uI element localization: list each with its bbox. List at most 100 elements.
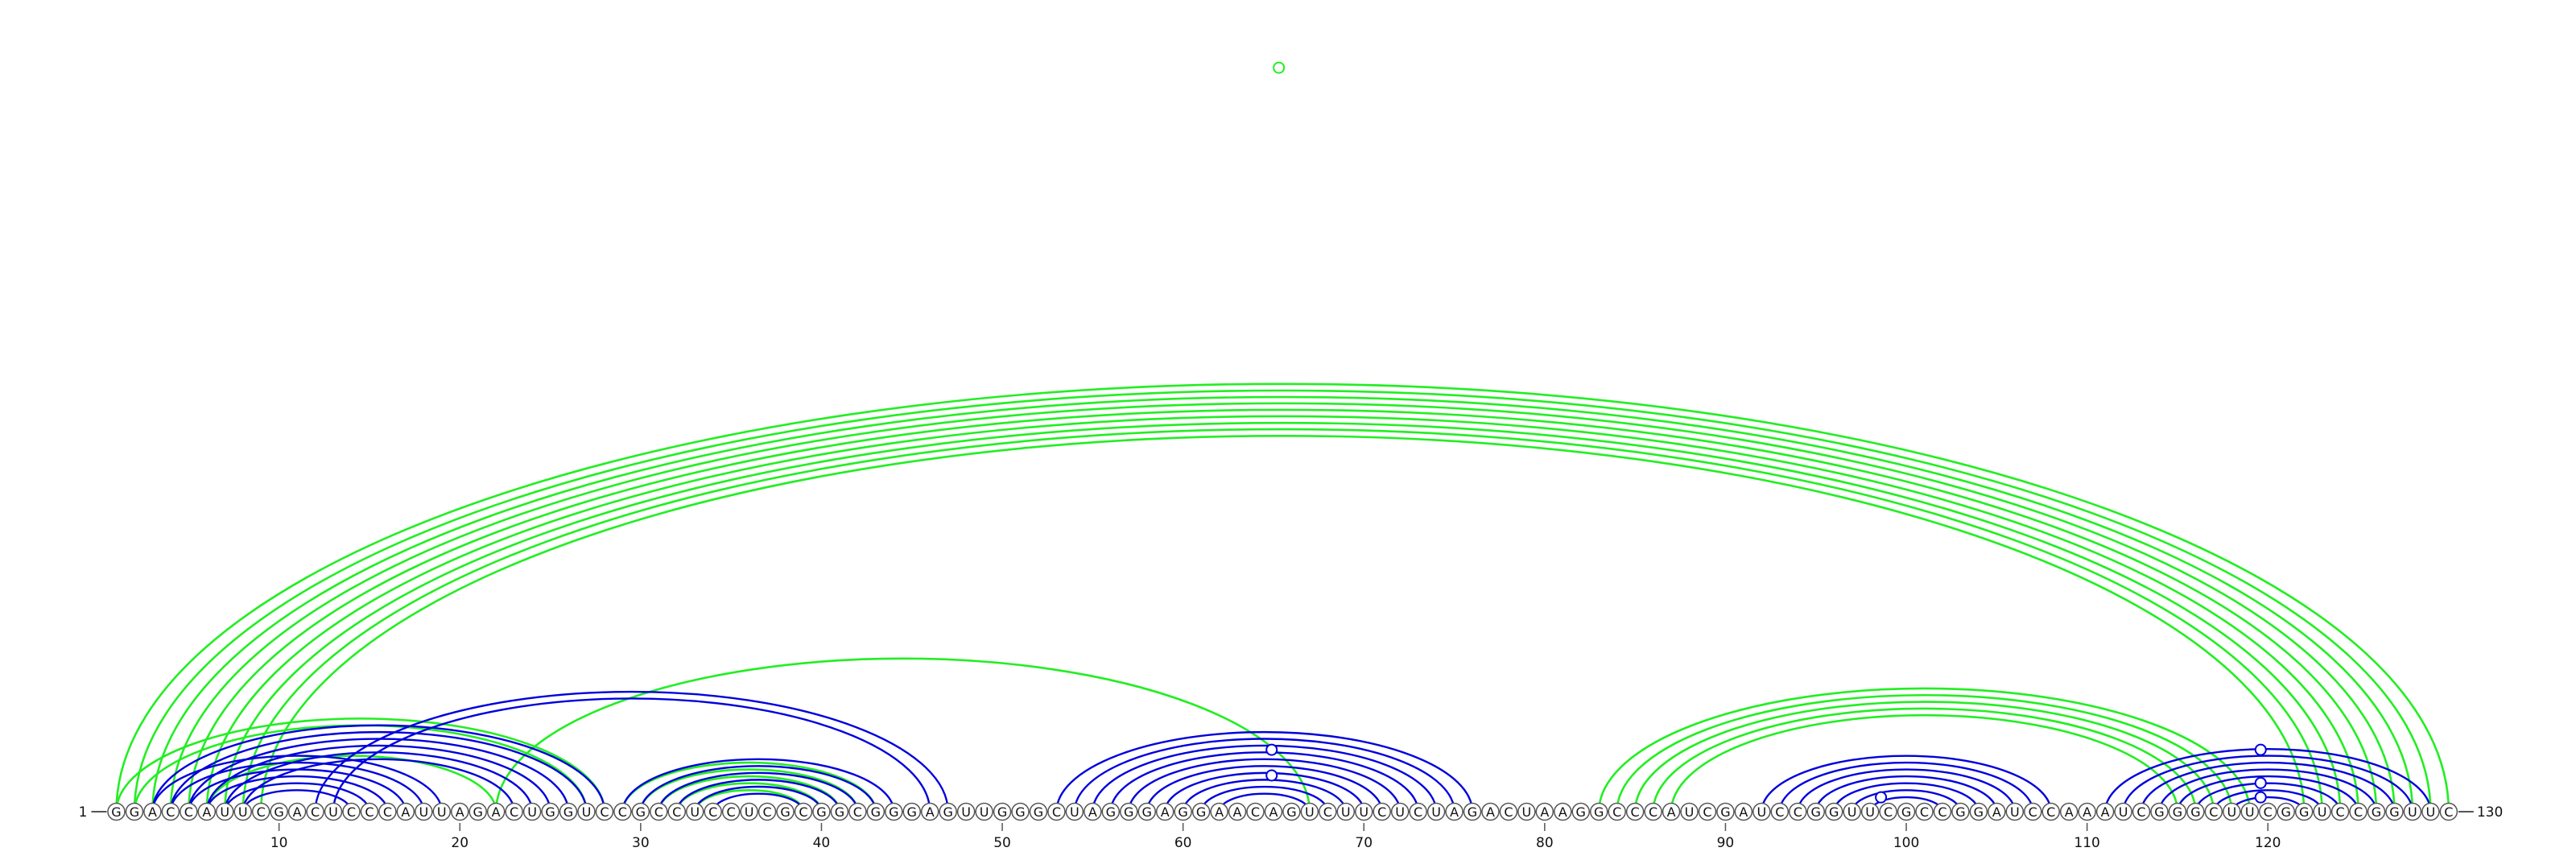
- arc-2-129: [133, 389, 2432, 812]
- arc-8-23: [242, 758, 515, 812]
- nucleotide-circle: [1174, 802, 1192, 821]
- nucleotide-circle: [1625, 802, 1645, 821]
- nucleotide-circle: [378, 802, 397, 821]
- nucleotide-letter: G: [816, 804, 826, 820]
- nucleotide-letter: U: [2010, 804, 2020, 820]
- arc-32-41: [675, 779, 841, 812]
- nucleotide-circle: [1409, 802, 1427, 821]
- nucleotide-letter: C: [347, 804, 356, 820]
- nucleotide-circle: [522, 802, 542, 821]
- nucleotide-circle: [1897, 802, 1916, 821]
- nucleotide-letter: C: [2264, 804, 2273, 820]
- arc-7-15: [224, 782, 371, 812]
- nucleotide-circle: [180, 802, 198, 821]
- nucleotide-circle: [2349, 802, 2368, 821]
- nucleotide-circle: [161, 802, 180, 821]
- tick-label: 60: [1174, 835, 1192, 851]
- nucleotide-circle: [866, 802, 886, 821]
- nucleotide-letter: G: [2389, 804, 2399, 820]
- nucleotide-circle: [794, 802, 813, 821]
- nucleotide-letter: A: [1540, 804, 1549, 820]
- nucleotide-letter: G: [1178, 804, 1187, 820]
- arc-84-118: [1616, 693, 2233, 812]
- start-label: 1: [79, 804, 88, 821]
- nucleotide-letter: C: [257, 804, 266, 820]
- nucleotide-circle: [233, 802, 252, 821]
- arc-83-119: [1597, 687, 2252, 812]
- nucleotide-circle: [125, 802, 144, 821]
- arc-95-105: [1814, 775, 1998, 812]
- nucleotide-letter: U: [2119, 804, 2128, 820]
- nucleotide-letter: U: [437, 804, 447, 820]
- nucleotide-circle: [1860, 802, 1880, 821]
- nucleotide-letter: U: [1070, 804, 1080, 820]
- nucleotide-letter: A: [293, 804, 302, 820]
- nucleotide-letter: A: [2101, 804, 2110, 820]
- nucleotide-letter: C: [727, 804, 736, 820]
- nucleotide-circle: [486, 802, 506, 821]
- arc-markers-group: [1265, 61, 2267, 804]
- nucleotide-letter: G: [2173, 804, 2182, 820]
- nucleotide-circle: [1554, 802, 1572, 821]
- nucleotide-letter: U: [961, 804, 971, 820]
- arc-3-19: [151, 755, 443, 812]
- nucleotide-circle: [1336, 802, 1356, 821]
- nucleotide-letter: G: [1829, 804, 1839, 820]
- tick-label: 20: [451, 835, 469, 851]
- nucleotide-letter: G: [1811, 804, 1821, 820]
- nucleotide-letter: G: [1955, 804, 1965, 820]
- nucleotide-circle: [1481, 802, 1500, 821]
- nucleotide-letter: G: [1196, 804, 1206, 820]
- nucleotide-letter: A: [2065, 804, 2074, 820]
- end-label: 130: [2477, 804, 2503, 821]
- nucleotide-letter: U: [745, 804, 754, 820]
- nucleotide-letter: C: [1938, 804, 1946, 820]
- arc-4-127: [169, 402, 2396, 812]
- arc-117-123: [2212, 789, 2323, 812]
- nucleotide-circle: [993, 802, 1012, 821]
- nucleotide-letter: C: [1884, 804, 1893, 820]
- nucleotide-letter: G: [564, 804, 573, 820]
- arc-61-68: [1199, 785, 1329, 812]
- nucleotide-circle: [432, 802, 452, 821]
- nucleotide-letter: U: [582, 804, 592, 820]
- nucleotide-circle: [1535, 802, 1554, 821]
- nucleotide-letter: A: [1215, 804, 1224, 820]
- arc-8-123: [242, 428, 2323, 812]
- nucleotide-circle: [1879, 802, 1897, 821]
- arc-55-74: [1092, 744, 1438, 812]
- arc-33-40: [694, 785, 823, 812]
- arc-3-28: [151, 724, 606, 812]
- nucleotide-letter: G: [2372, 804, 2381, 820]
- arc-29-44: [621, 758, 895, 812]
- nucleotide-circle: [2294, 802, 2314, 821]
- nucleotide-letter: G: [1720, 804, 1730, 820]
- nucleotide-letter: C: [1703, 804, 1711, 820]
- nucleotide-letter: C: [799, 804, 807, 820]
- nucleotide-circle: [920, 802, 939, 821]
- nucleotide-letter: G: [871, 804, 881, 820]
- nucleotide-letter: C: [383, 804, 392, 820]
- arc-22-67: [494, 657, 1311, 812]
- nucleotide-circle: [450, 802, 469, 821]
- nucleotide-circle: [2439, 802, 2458, 821]
- nucleotide-circle: [1246, 802, 1265, 821]
- nucleotide-circle: [287, 802, 307, 821]
- arc-97-103: [1851, 789, 1962, 812]
- tick-label: 10: [270, 835, 288, 851]
- nucleotide-letter: C: [1920, 804, 1929, 820]
- nucleotide-circle: [270, 802, 288, 821]
- nucleotide-circle: [2095, 802, 2115, 821]
- nucleotide-circle: [2005, 802, 2025, 821]
- nucleotide-letter: A: [401, 804, 410, 820]
- tick-label: 30: [632, 835, 650, 851]
- nucleotide-letter: U: [1522, 804, 1532, 820]
- nucleotide-letter: C: [1631, 804, 1640, 820]
- nucleotide-circle: [1029, 802, 1048, 821]
- nucleotide-circle: [2277, 802, 2295, 821]
- nucleotide-circle: [1084, 802, 1102, 821]
- nucleotide-circle: [1319, 802, 1337, 821]
- nucleotide-letter: A: [492, 804, 501, 820]
- nucleotide-letter: G: [2154, 804, 2164, 820]
